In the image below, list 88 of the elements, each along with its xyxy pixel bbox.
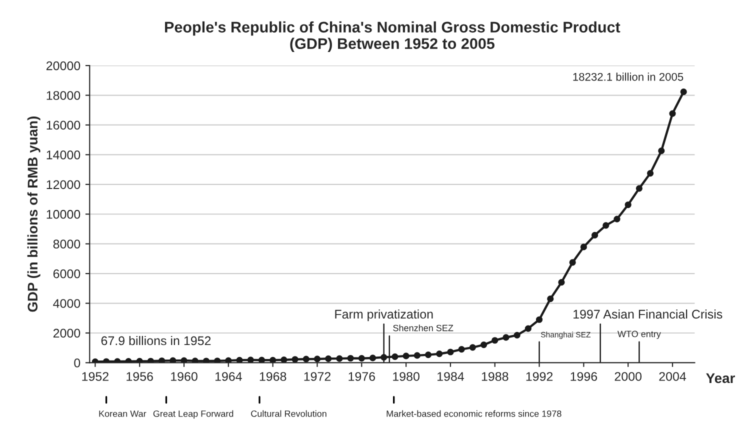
point <box>347 354 354 362</box>
point <box>469 344 476 351</box>
text: Market-based economic reforms since 1978 <box>386 410 562 417</box>
point <box>569 259 576 266</box>
point <box>480 341 488 348</box>
x-tick-label: 1972 <box>304 372 331 381</box>
y-tick-label: 16000 <box>46 120 80 130</box>
x-tick-label: 1976 <box>348 372 375 381</box>
point <box>524 325 532 332</box>
point <box>358 355 365 362</box>
chart-title: People's Republic of China's Nominal Gross Domestic Product (GDP) Between 1952 to 2005 <box>165 21 620 52</box>
y-tick-label: 6000 <box>53 269 80 278</box>
point <box>436 350 443 358</box>
text: Great Leap Forward <box>153 410 234 419</box>
point <box>214 358 221 363</box>
text: Korean War <box>99 410 146 417</box>
point <box>580 244 587 250</box>
point <box>669 110 676 117</box>
point <box>558 279 565 286</box>
y-tick-label: 10000 <box>46 210 80 219</box>
x-tick-label: 1960 <box>171 372 198 381</box>
text: Cultural Revolution <box>251 410 326 417</box>
y-tick-label: 2000 <box>53 328 80 338</box>
y-tick-label: 0 <box>74 358 80 368</box>
point <box>680 88 687 96</box>
point <box>614 216 620 222</box>
x-tick-label: 1980 <box>393 372 420 381</box>
x-tick-label: 2000 <box>614 372 642 381</box>
point <box>447 348 454 356</box>
point <box>636 185 642 192</box>
point <box>270 356 276 363</box>
x-tick-label: 1952 <box>82 372 108 381</box>
point <box>314 356 321 362</box>
x-tick-label: 1996 <box>570 372 598 381</box>
point <box>402 352 410 360</box>
ref-line-label: Shenzhen SEZ <box>393 324 454 332</box>
ref-line-label: WTO entry <box>618 330 661 339</box>
y-tick-label: 20000 <box>46 61 80 70</box>
point <box>369 354 376 362</box>
ref-line-label: Farm privatization <box>335 309 433 322</box>
x-tick-label: 1992 <box>526 372 553 381</box>
y-tick-label: 18000 <box>46 91 80 100</box>
point <box>514 332 520 339</box>
point <box>658 148 665 154</box>
point <box>236 356 243 363</box>
x-tick-label: 1956 <box>126 372 153 381</box>
y-axis-title: GDP (in billions of RMB yuan) <box>27 116 40 312</box>
annotation: 18232.1 billion in 2005 <box>573 72 684 81</box>
x-tick-label: 1988 <box>482 372 508 381</box>
point <box>424 352 432 358</box>
x-tick-label: 2004 <box>659 372 686 381</box>
point <box>325 355 332 362</box>
point <box>158 357 166 363</box>
point <box>247 356 254 363</box>
y-tick-label: 14000 <box>46 150 80 160</box>
y-tick-label: 8000 <box>53 240 80 248</box>
point <box>492 337 498 344</box>
point <box>225 357 232 363</box>
point <box>536 316 543 323</box>
y-tick-label: 4000 <box>53 299 80 308</box>
x-tick-label: 1964 <box>215 372 242 381</box>
point <box>336 355 343 362</box>
point <box>302 356 310 362</box>
point <box>624 201 632 208</box>
x-axis-title: Year <box>706 373 735 384</box>
point <box>547 296 554 302</box>
point <box>280 356 288 363</box>
point <box>170 357 176 363</box>
x-tick-label: 1984 <box>438 372 464 381</box>
point <box>192 358 198 363</box>
ref-line-label: 1997 Asian Financial Crisis <box>574 309 722 319</box>
point <box>125 358 132 363</box>
point <box>414 352 420 359</box>
point <box>202 358 210 363</box>
point <box>458 346 465 353</box>
point <box>147 358 154 363</box>
point <box>392 353 398 360</box>
x-tick-label: 1968 <box>260 372 286 381</box>
point <box>136 358 143 363</box>
point <box>591 232 598 239</box>
point <box>602 222 610 229</box>
point <box>502 334 510 341</box>
point <box>258 356 266 363</box>
y-tick-label: 12000 <box>46 180 80 190</box>
annotation: 67.9 billions in 1952 <box>101 336 211 346</box>
point <box>647 170 654 177</box>
point <box>180 357 188 363</box>
point <box>292 356 298 363</box>
